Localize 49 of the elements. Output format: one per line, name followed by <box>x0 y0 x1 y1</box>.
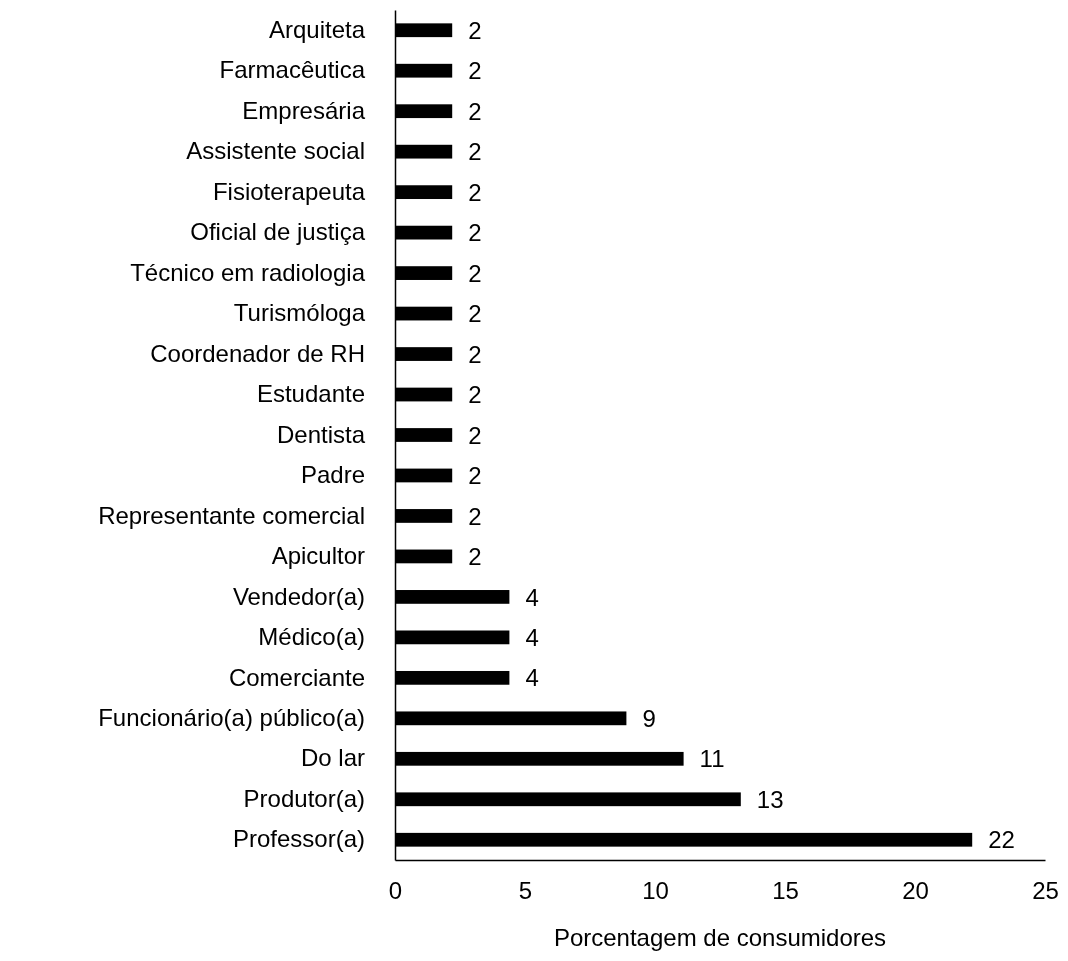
y-tick-label: Fisioterapeuta <box>212 177 366 205</box>
x-tick-label: 0 <box>388 877 403 905</box>
data-label: 2 <box>468 543 482 571</box>
y-tick-label: Professor(a) <box>232 825 365 853</box>
data-label: 2 <box>468 57 482 85</box>
y-tick-label: Do lar <box>300 744 365 772</box>
data-label: 4 <box>525 624 539 652</box>
y-tick-label: Oficial de justiça <box>190 218 366 246</box>
y-tick-label: Assistente social <box>186 137 365 165</box>
y-tick-label: Médico(a) <box>258 623 365 651</box>
y-tick-label: Apicultor <box>271 542 366 570</box>
y-tick-label: Funcionário(a) público(a) <box>98 704 365 732</box>
data-label: 13 <box>756 785 784 813</box>
data-label: 2 <box>468 502 482 530</box>
x-axis-title: Porcentagem de consumidores <box>553 924 887 951</box>
y-tick-label: Produtor(a) <box>243 784 365 812</box>
data-label: 2 <box>468 219 482 247</box>
data-label: 22 <box>988 826 1015 854</box>
data-label: 2 <box>468 462 482 490</box>
data-label: 2 <box>468 340 482 368</box>
data-label: 4 <box>525 664 539 692</box>
data-label: 4 <box>525 583 539 611</box>
data-label: 2 <box>468 300 482 328</box>
y-tick-label: Técnico em radiologia <box>130 258 366 286</box>
y-tick-label: Farmacêutica <box>219 56 366 84</box>
y-tick-label: Estudante <box>256 380 365 408</box>
y-tick-label: Dentista <box>276 420 366 448</box>
x-tick-label: 10 <box>642 877 669 905</box>
data-label: 2 <box>468 381 482 409</box>
data-label: 2 <box>468 16 482 44</box>
data-label: 11 <box>699 745 725 773</box>
data-label: 9 <box>642 704 656 732</box>
data-label: 2 <box>468 138 482 166</box>
data-label: 2 <box>468 421 482 449</box>
x-tick-label: 5 <box>518 877 533 905</box>
x-tick-label: 15 <box>772 877 799 905</box>
y-tick-label: Padre <box>300 461 365 489</box>
y-tick-label: Arquiteta <box>268 15 366 43</box>
y-tick-label: Empresária <box>242 96 366 124</box>
y-tick-label: Comerciante <box>228 663 365 691</box>
x-tick-label: 25 <box>1032 877 1059 905</box>
data-label: 2 <box>468 178 482 206</box>
data-label: 2 <box>468 97 482 125</box>
y-tick-label: Vendedor(a) <box>232 582 365 610</box>
y-tick-label: Representante comercial <box>98 501 365 529</box>
data-label: 2 <box>468 259 482 287</box>
y-tick-label: Coordenador de RH <box>150 339 365 367</box>
y-tick-label: Turismóloga <box>233 299 366 327</box>
x-tick-label: 20 <box>902 877 929 905</box>
